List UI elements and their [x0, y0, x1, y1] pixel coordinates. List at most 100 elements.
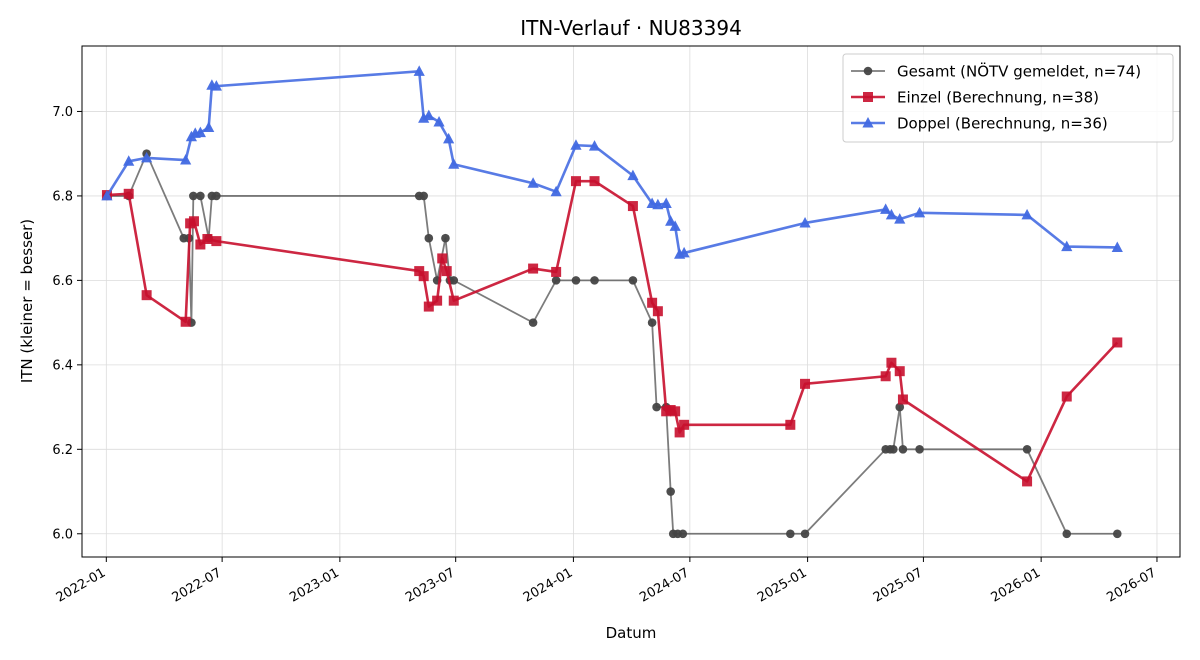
x-tick-label: 2024-01	[521, 565, 576, 605]
einzel-point	[432, 295, 443, 306]
doppel-point	[1021, 208, 1033, 220]
gesamt-point	[424, 233, 434, 243]
x-tick-label: 2026-07	[1104, 565, 1159, 605]
doppel-point	[550, 185, 562, 197]
y-tick-label: 6.4	[52, 358, 73, 373]
doppel-point	[423, 109, 435, 121]
gesamt-point	[652, 402, 661, 412]
einzel-point	[141, 290, 152, 301]
y-tick-label: 6.6	[52, 274, 73, 289]
einzel-point	[437, 253, 448, 264]
einzel-point	[123, 188, 134, 199]
doppel-point	[894, 213, 906, 224]
legend-marker	[862, 117, 874, 128]
y-axis: 6.0 6.2 6.4 6.6 6.8 7.0	[52, 105, 82, 542]
einzel-point	[1112, 337, 1123, 348]
legend-marker	[863, 66, 873, 76]
y-tick-label: 6.0	[52, 527, 73, 542]
gesamt-point	[1022, 445, 1032, 454]
einzel-point	[441, 266, 452, 277]
series-einzel	[101, 176, 1123, 487]
y-tick-label: 6.2	[52, 443, 73, 458]
x-tick-label: 2023-07	[403, 565, 458, 605]
doppel-point	[913, 206, 926, 218]
x-tick-label: 2022-07	[170, 565, 225, 605]
doppel-point	[627, 169, 639, 181]
einzel-point	[448, 295, 459, 306]
x-axis: 2022-01 2022-07 2023-01 2023-07 2024-01 2024-…	[54, 557, 1159, 606]
einzel-point	[880, 371, 891, 382]
x-tick-label: 2025-07	[871, 565, 926, 605]
einzel-point	[551, 266, 562, 277]
doppel-point	[678, 246, 690, 258]
doppel-point	[210, 80, 222, 91]
doppel-point	[588, 140, 601, 151]
gesamt-point	[800, 529, 810, 539]
x-tick-label: 2026-01	[989, 565, 1044, 605]
doppel-point	[194, 126, 206, 138]
gesamt-point	[898, 445, 908, 454]
doppel-point	[652, 198, 664, 210]
gesamt-point	[786, 529, 795, 539]
gesamt-point	[441, 233, 450, 243]
x-tick-label: 2024-07	[637, 565, 692, 605]
einzel-point	[418, 271, 429, 282]
chart-title: ITN-Verlauf · NU83394	[520, 16, 742, 40]
gesamt-point	[196, 191, 205, 201]
gesamt-point	[1112, 529, 1122, 539]
gesamt-point	[915, 445, 924, 454]
gesamt-point	[1062, 529, 1072, 539]
einzel-point	[800, 378, 811, 389]
einzel-point	[202, 233, 213, 244]
doppel-point	[180, 154, 192, 165]
gesamt-point	[590, 276, 599, 285]
einzel-point	[897, 394, 908, 405]
einzel-point	[528, 263, 539, 274]
legend-label: Doppel (Berechnung, n=36)	[897, 115, 1108, 133]
gesamt-point	[449, 276, 459, 285]
einzel-point	[180, 316, 191, 327]
einzel-point	[674, 427, 685, 438]
doppel-point	[101, 189, 113, 201]
y-tick-label: 6.8	[52, 189, 73, 204]
einzel-point	[1061, 391, 1072, 402]
series-doppel	[101, 65, 1123, 259]
y-axis-title: ITN (kleiner = besser)	[18, 219, 36, 383]
legend-marker	[863, 92, 873, 102]
series-layer	[101, 65, 1123, 539]
gesamt-point	[889, 445, 898, 454]
doppel-point	[1111, 241, 1123, 252]
gesamt-point	[647, 318, 657, 327]
legend-label: Gesamt (NÖTV gemeldet, n=74)	[897, 62, 1141, 81]
gesamt-point	[212, 191, 221, 201]
legend-entry: Gesamt (NÖTV gemeldet, n=74)	[851, 62, 1141, 81]
legend-entry: Doppel (Berechnung, n=36)	[851, 115, 1108, 133]
legend: Gesamt (NÖTV gemeldet, n=74) Einzel (Bere…	[842, 53, 1174, 143]
doppel-point	[123, 155, 135, 166]
einzel-point	[414, 266, 425, 277]
einzel-point	[647, 297, 658, 308]
doppel-point	[880, 203, 892, 214]
doppel-point	[1061, 240, 1073, 252]
einzel-point	[627, 201, 638, 212]
doppel-point	[570, 139, 582, 150]
plot-area-border	[81, 45, 1181, 558]
einzel-point	[1022, 476, 1033, 487]
legend-label: Einzel (Berechnung, n=38)	[897, 89, 1099, 107]
gesamt-point	[628, 276, 638, 285]
einzel-point	[894, 366, 905, 377]
x-tick-label: 2023-01	[287, 565, 342, 605]
doppel-point	[669, 220, 681, 231]
gesamt-point	[895, 402, 905, 412]
doppel-point	[660, 197, 672, 209]
doppel-point	[799, 216, 811, 228]
x-axis-title: Datum	[606, 624, 657, 642]
doppel-point	[413, 65, 425, 76]
gesamt-point	[189, 191, 198, 201]
einzel-point	[570, 176, 581, 187]
doppel-point	[527, 177, 539, 188]
y-tick-label: 7.0	[52, 105, 73, 120]
einzel-point	[188, 216, 199, 227]
